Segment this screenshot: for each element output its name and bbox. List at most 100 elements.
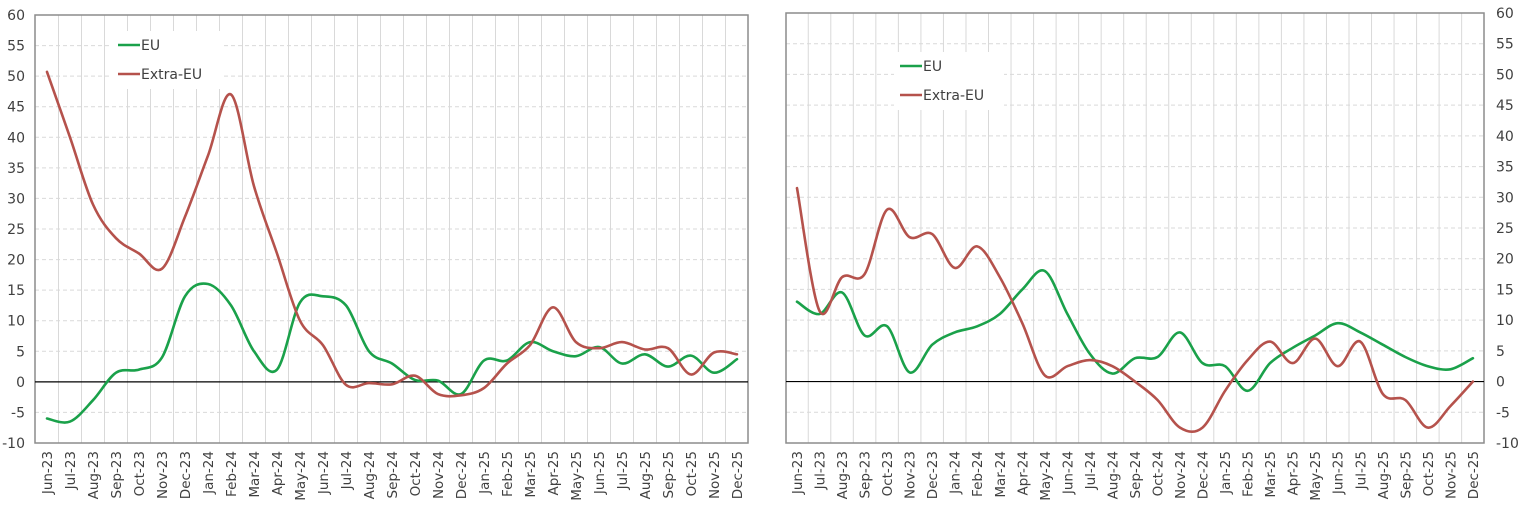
eu-series-line bbox=[45, 282, 739, 424]
y-tick-label: 35 bbox=[1496, 160, 1514, 176]
x-tick-label: Jul-24 bbox=[1083, 451, 1099, 490]
x-tick-label: Feb-25 bbox=[500, 451, 516, 497]
y-tick-label: 60 bbox=[1496, 6, 1514, 22]
extra-eu-series-line bbox=[795, 186, 1475, 433]
y-tick-label: 5 bbox=[1496, 344, 1505, 360]
x-tick-label: Jan-24 bbox=[201, 451, 217, 495]
y-tick-label: -10 bbox=[2, 436, 25, 452]
extra-eu-series-line bbox=[45, 70, 739, 398]
y-tick-label: 30 bbox=[7, 191, 25, 207]
x-tick-label: Mar-24 bbox=[993, 451, 1009, 498]
x-tick-label: Nov-24 bbox=[1173, 451, 1189, 499]
x-axis-labels: Jun-23 Jul-23 Aug-23 Sep-23 Oct-23 Nov-23 Dec-… bbox=[40, 451, 746, 501]
x-tick-label: Jun-25 bbox=[592, 451, 608, 495]
x-tick-label: May-25 bbox=[1308, 451, 1324, 501]
x-tick-label: Feb-24 bbox=[224, 451, 240, 497]
x-tick-label: Apr-25 bbox=[1286, 451, 1302, 496]
x-tick-label: Jun-24 bbox=[316, 451, 332, 495]
x-tick-label: Jun-23 bbox=[40, 451, 56, 495]
y-tick-label: 50 bbox=[1496, 67, 1514, 83]
y-tick-label: 45 bbox=[1496, 98, 1514, 114]
y-tick-label: 45 bbox=[7, 100, 25, 116]
y-tick-label: 55 bbox=[7, 39, 25, 55]
chart-right-eu-vs-extra-eu: -10 -5 0 5 10 15 20 25 30 35 40 45 50 55 60 Jun-23 Jul-2… bbox=[785, 6, 1519, 501]
x-tick-label: Sep-24 bbox=[385, 451, 401, 499]
x-tick-label: Sep-24 bbox=[1128, 451, 1144, 499]
x-tick-label: Oct-25 bbox=[1421, 451, 1437, 496]
x-tick-label: Aug-23 bbox=[86, 451, 102, 499]
y-tick-label: 15 bbox=[1496, 282, 1514, 298]
x-tick-label: Aug-24 bbox=[362, 451, 378, 499]
x-tick-label: Apr-25 bbox=[546, 451, 562, 496]
x-tick-label: Oct-24 bbox=[408, 451, 424, 496]
legend-item-extra-eu: Extra-EU bbox=[118, 67, 202, 83]
legend-label: Extra-EU bbox=[923, 88, 984, 104]
chart-left-eu-vs-extra-eu: -10 -5 0 5 10 15 20 25 30 35 40 45 50 55 60 Jun-23 Jul-2… bbox=[2, 8, 749, 501]
y-tick-label: 20 bbox=[7, 253, 25, 269]
legend-item-eu: EU bbox=[900, 59, 942, 75]
x-tick-label: Sep-23 bbox=[858, 451, 874, 499]
y-tick-label: -5 bbox=[1496, 405, 1510, 421]
x-tick-label: Nov-25 bbox=[707, 451, 723, 499]
y-axis-labels: -10 -5 0 5 10 15 20 25 30 35 40 45 50 55 60 bbox=[1496, 6, 1519, 452]
y-tick-label: 40 bbox=[7, 130, 25, 146]
x-tick-label: Jun-24 bbox=[1060, 451, 1076, 495]
x-tick-label: Feb-24 bbox=[970, 451, 986, 497]
x-tick-label: Jul-24 bbox=[339, 451, 355, 490]
y-tick-label: 5 bbox=[16, 344, 25, 360]
x-tick-label: Aug-25 bbox=[1376, 451, 1392, 499]
legend-item-extra-eu: Extra-EU bbox=[900, 88, 984, 104]
y-tick-label: 25 bbox=[1496, 221, 1514, 237]
x-tick-label: Jan-25 bbox=[477, 451, 493, 495]
y-axis-labels: -10 -5 0 5 10 15 20 25 30 35 40 45 50 55 60 bbox=[2, 8, 25, 452]
x-tick-label: Oct-23 bbox=[132, 451, 148, 496]
x-tick-label: Dec-23 bbox=[925, 451, 941, 499]
y-tick-label: 25 bbox=[7, 222, 25, 238]
x-tick-label: Dec-25 bbox=[730, 451, 746, 499]
x-tick-label: Jul-23 bbox=[813, 451, 829, 490]
horizontal-gridlines bbox=[786, 43, 1484, 413]
y-tick-label: 10 bbox=[7, 314, 25, 330]
x-tick-label: Jul-23 bbox=[63, 451, 79, 490]
plot-border bbox=[34, 14, 749, 444]
legend: EU Extra-EU bbox=[894, 52, 1004, 110]
x-tick-label: Jun-25 bbox=[1331, 451, 1347, 495]
x-tick-label: Nov-23 bbox=[903, 451, 919, 499]
y-tick-label: 30 bbox=[1496, 190, 1514, 206]
eu-series-line bbox=[795, 269, 1475, 393]
x-tick-label: Jul-25 bbox=[1353, 451, 1369, 490]
plot-border bbox=[785, 12, 1485, 444]
x-tick-label: Oct-23 bbox=[880, 451, 896, 496]
x-tick-label: Nov-25 bbox=[1443, 451, 1459, 499]
x-tick-label: May-24 bbox=[1038, 451, 1054, 501]
x-tick-label: Jun-23 bbox=[790, 451, 806, 495]
legend-label: EU bbox=[141, 38, 160, 54]
x-tick-label: Apr-24 bbox=[1015, 451, 1031, 496]
legend: EU Extra-EU bbox=[112, 31, 222, 89]
y-tick-label: 0 bbox=[16, 375, 25, 391]
x-tick-label: Sep-25 bbox=[661, 451, 677, 499]
y-tick-label: 0 bbox=[1496, 375, 1505, 391]
x-tick-label: Dec-24 bbox=[1196, 451, 1212, 499]
x-tick-label: Aug-24 bbox=[1105, 451, 1121, 499]
x-tick-label: Nov-23 bbox=[155, 451, 171, 499]
plot-area bbox=[786, 13, 1484, 443]
y-tick-label: 35 bbox=[7, 161, 25, 177]
x-tick-label: Dec-24 bbox=[454, 451, 470, 499]
x-tick-label: Oct-24 bbox=[1150, 451, 1166, 496]
x-tick-label: Sep-25 bbox=[1398, 451, 1414, 499]
x-tick-label: Mar-24 bbox=[247, 451, 263, 498]
y-tick-label: 55 bbox=[1496, 37, 1514, 53]
x-tick-label: Jan-25 bbox=[1218, 451, 1234, 495]
x-tick-label: Nov-24 bbox=[431, 451, 447, 499]
x-tick-label: Dec-25 bbox=[1466, 451, 1482, 499]
x-tick-label: Feb-25 bbox=[1241, 451, 1257, 497]
x-tick-label: Oct-25 bbox=[684, 451, 700, 496]
legend-item-eu: EU bbox=[118, 38, 160, 54]
x-tick-label: Aug-23 bbox=[835, 451, 851, 499]
x-axis-labels: Jun-23 Jul-23 Aug-23 Sep-23 Oct-23 Nov-23 Dec-… bbox=[790, 451, 1482, 501]
y-tick-label: 10 bbox=[1496, 313, 1514, 329]
x-tick-label: Sep-23 bbox=[109, 451, 125, 499]
x-tick-label: May-25 bbox=[569, 451, 585, 501]
